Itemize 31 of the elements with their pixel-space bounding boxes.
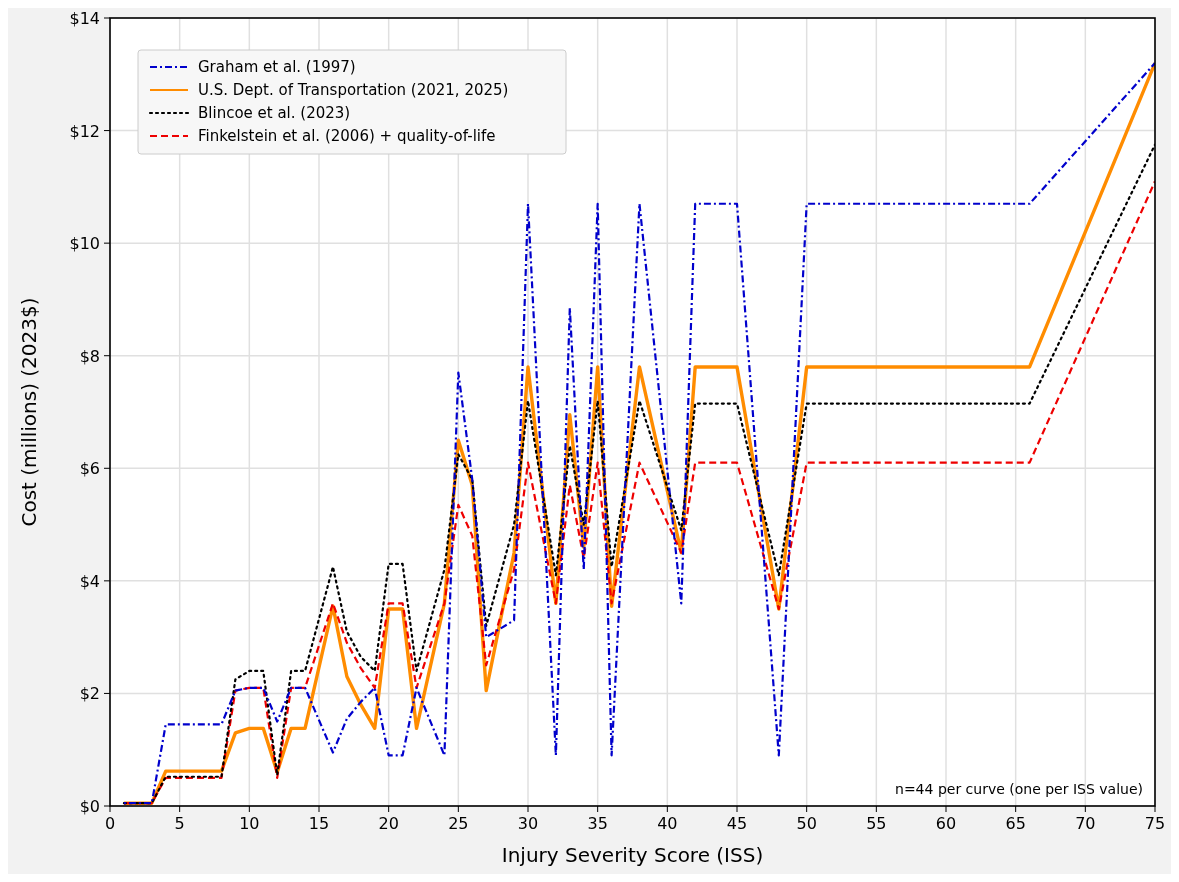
x-tick-label: 70 xyxy=(1075,814,1096,833)
x-tick-label: 65 xyxy=(1005,814,1026,833)
x-axis-title: Injury Severity Score (ISS) xyxy=(501,843,764,867)
y-tick-label: $8 xyxy=(79,346,100,366)
legend-label: U.S. Dept. of Transportation (2021, 2025) xyxy=(198,81,509,99)
x-tick-label: 50 xyxy=(796,814,817,833)
x-tick-label: 0 xyxy=(104,814,116,833)
annotation: n=44 per curve (one per ISS value) xyxy=(895,781,1143,797)
y-tick-label: $4 xyxy=(79,571,100,591)
x-tick-label: 20 xyxy=(378,814,399,833)
x-tick-label: 55 xyxy=(866,814,887,833)
y-tick-label: $2 xyxy=(79,684,100,704)
y-tick-label: $0 xyxy=(79,797,100,816)
y-tick-label: $12 xyxy=(69,121,100,141)
x-tick-label: 10 xyxy=(239,814,260,833)
x-tick-label: 5 xyxy=(174,814,185,833)
x-tick-label: 15 xyxy=(308,814,330,833)
y-tick-label: $6 xyxy=(79,459,100,479)
y-axis-title: Cost (millions) (2023$) xyxy=(17,297,41,527)
x-tick-label: 45 xyxy=(726,814,748,833)
x-tick-label: 75 xyxy=(1144,814,1166,833)
x-tick-label: 35 xyxy=(587,814,608,833)
x-tick-label: 40 xyxy=(657,814,678,833)
x-tick-label: 30 xyxy=(517,814,539,833)
y-tick-label: $14 xyxy=(69,9,100,28)
x-tick-label: 25 xyxy=(448,814,469,833)
x-tick-label: 60 xyxy=(935,814,957,833)
legend-label: Finkelstein et al. (2006) + quality-of-life xyxy=(198,127,496,145)
y-tick-label: $10 xyxy=(69,234,100,254)
legend-label: Blincoe et al. (2023) xyxy=(198,104,351,122)
legend-label: Graham et al. (1997) xyxy=(198,58,356,76)
